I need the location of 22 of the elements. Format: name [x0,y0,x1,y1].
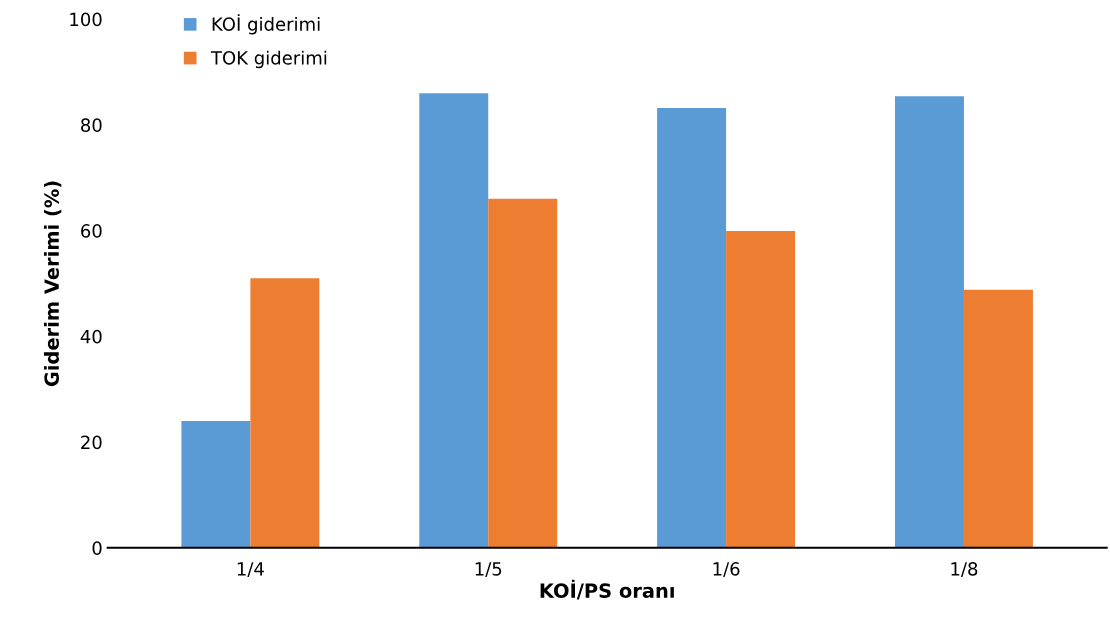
bar [894,96,964,548]
bar [250,278,320,548]
y-tick-label: 100 [70,12,102,27]
legend-label: KOİ giderimi [212,14,320,35]
x-axis-title: KOİ/PS oranı [540,579,674,600]
x-tick-label: 1/5 [475,562,502,578]
bar [963,289,1033,548]
bar [657,107,727,548]
y-tick-label: 80 [81,118,102,132]
bar [181,420,251,548]
bar [488,198,558,548]
bar [726,231,796,548]
y-tick-label: 0 [92,541,102,555]
bar [419,93,489,548]
x-tick-label: 1/8 [951,562,978,578]
y-tick-label: 60 [81,224,102,238]
legend-label: TOK giderimi [210,50,327,69]
x-tick-label: 1/6 [713,562,740,578]
y-tick-label: 20 [81,435,102,450]
y-axis-title: Giderim Verimi (%) [43,181,62,387]
x-tick-label: 1/4 [237,562,264,578]
y-tick-label: 40 [80,329,102,344]
